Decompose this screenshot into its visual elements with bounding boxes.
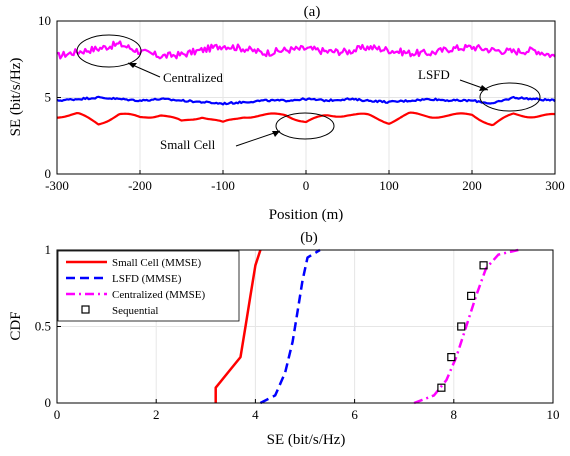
legend-swatch-sequential [81, 305, 90, 314]
series-point-sequential [447, 353, 456, 362]
panel-b-ticks: 0 2 4 6 8 10 0 0.5 1 [35, 242, 560, 422]
y-tick-label: 1 [45, 242, 52, 257]
x-tick-label: 100 [379, 178, 399, 193]
lsfd-arrowhead [479, 85, 488, 91]
series-point-sequential [437, 383, 446, 392]
x-tick-label: -300 [45, 178, 69, 193]
series-point-sequential [457, 322, 466, 331]
legend-label-sequential: Sequential [112, 305, 158, 317]
series-line-small-cell [57, 111, 556, 127]
panel-a-lines [56, 40, 556, 127]
y-tick-label: 0.5 [35, 319, 51, 334]
y-tick-label: 5 [45, 90, 52, 105]
x-tick-label: -100 [211, 178, 235, 193]
legend-label-small-cell: Small Cell (MMSE) [112, 257, 202, 269]
panel-a: (a) -300 -200 -100 0 100 200 300 0 5 10 Position … [8, 4, 565, 223]
legend: Small Cell (MMSE) LSFD (MMSE) Centralize… [57, 250, 240, 322]
x-tick-label: 10 [547, 407, 560, 422]
legend-label-lsfd: LSFD (MMSE) [112, 273, 182, 285]
legend-label-centralized: Centralized (MMSE) [112, 289, 206, 301]
y-tick-label: 0 [45, 395, 52, 410]
y-tick-label: 0 [45, 166, 52, 181]
annotation-centralized: Centralized [163, 70, 223, 85]
small-cell-arrowhead [272, 131, 280, 137]
small-cell-ellipse [275, 112, 335, 140]
x-tick-label: 200 [462, 178, 482, 193]
panel-a-xlabel: Position (m) [269, 207, 344, 223]
centralized-ellipse [76, 34, 142, 68]
series-point-sequential [467, 291, 476, 300]
panel-a-title: (a) [304, 4, 321, 20]
panel-b-lines [214, 248, 519, 405]
series-line-lsfd-mmse [259, 248, 321, 405]
x-tick-label: -200 [128, 178, 152, 193]
panel-b-xlabel: SE (bit/s/Hz) [267, 432, 346, 448]
x-tick-label: 300 [545, 178, 565, 193]
centralized-arrowhead [128, 63, 137, 68]
series-line-lsfd [56, 95, 556, 106]
series-line-small-cell-mmse [214, 249, 262, 403]
annotation-lsfd: LSFD [418, 67, 450, 82]
panel-b-ylabel: CDF [8, 311, 24, 340]
x-tick-label: 8 [451, 407, 458, 422]
x-tick-label: 6 [351, 407, 358, 422]
panel-a-ylabel: SE (bit/s/Hz) [8, 58, 24, 137]
series-line-centralized [56, 40, 556, 60]
x-tick-label: 0 [54, 407, 61, 422]
x-tick-label: 2 [153, 407, 160, 422]
series-point-sequential [479, 261, 488, 270]
x-tick-label: 4 [252, 407, 259, 422]
panel-a-ticks: -300 -200 -100 0 100 200 300 0 5 10 [38, 13, 565, 193]
small-cell-arrow [235, 130, 281, 147]
panel-b: (b) 0 2 4 6 8 10 0 0.5 1 SE (bit/s/Hz) CDF Small… [8, 230, 560, 448]
x-tick-label: 0 [303, 178, 310, 193]
y-tick-label: 10 [38, 13, 51, 28]
panel-b-title: (b) [300, 230, 318, 246]
annotation-small-cell: Small Cell [160, 137, 216, 152]
lsfd-ellipse [479, 82, 541, 112]
